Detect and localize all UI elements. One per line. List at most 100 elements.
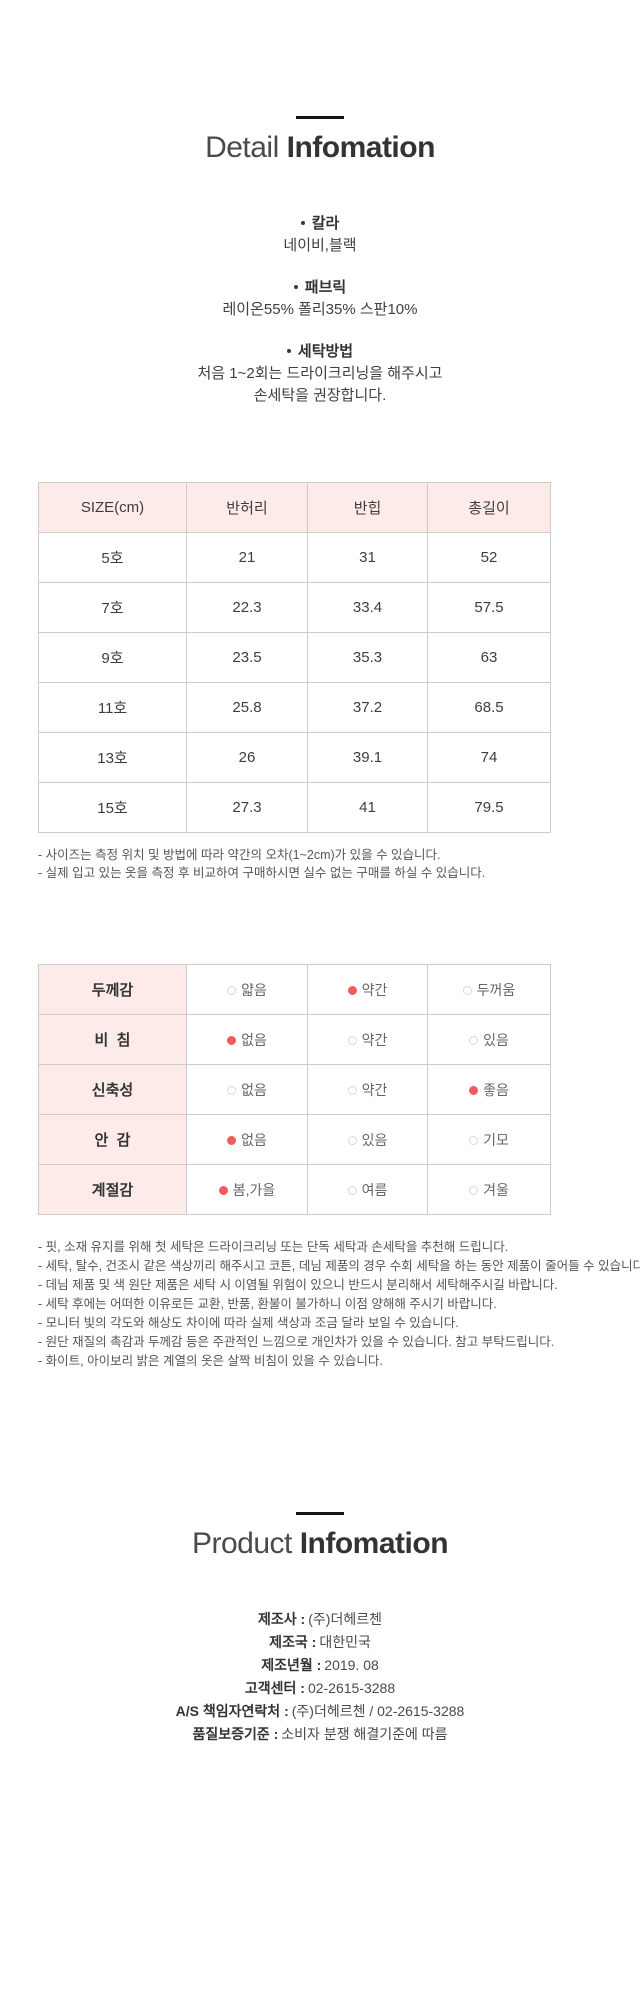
radio-dot-icon xyxy=(227,985,237,995)
size-table-row: 9호 23.5 35.3 63 xyxy=(38,632,551,683)
spec-list: 칼라 네이비,블랙 패브릭 레이온55% 폴리35% 스판10% 세탁방법 처음… xyxy=(0,213,640,407)
size-cell: 74 xyxy=(427,732,551,783)
size-header-cell: 총길이 xyxy=(427,482,551,533)
feature-option-label: 겨울 xyxy=(483,1181,509,1198)
feature-option: 기모 xyxy=(427,1114,551,1165)
detail-section-divider xyxy=(296,116,344,119)
feature-option: 좋음 xyxy=(427,1064,551,1115)
care-notes: - 핏, 소재 유지를 위해 첫 세탁은 드라이크리닝 또는 단독 세탁과 손세… xyxy=(38,1238,640,1371)
radio-dot-icon xyxy=(469,1185,479,1195)
feature-option: 두꺼움 xyxy=(427,964,551,1015)
feature-table: 두께감 얇음 약간 두꺼움 비 침 없음 약간 있음 신축성 없음 약간 좋음 … xyxy=(38,964,551,1215)
feature-option: 얇음 xyxy=(186,964,308,1015)
size-header-cell: SIZE(cm) xyxy=(38,482,187,533)
feature-option: 봄,가을 xyxy=(186,1164,308,1215)
feature-option: 없음 xyxy=(186,1114,308,1165)
field-label: 고객센터 : xyxy=(244,1680,305,1696)
size-cell: 57.5 xyxy=(427,582,551,633)
radio-dot-icon xyxy=(347,1085,357,1095)
feature-option-label: 약간 xyxy=(361,981,388,998)
size-cell: 15호 xyxy=(38,782,187,833)
spec-washing-value-line1: 처음 1~2회는 드라이크리닝을 해주시고 xyxy=(197,365,443,382)
field-customer-center: 고객센터 :02-2615-3288 xyxy=(0,1677,640,1700)
radio-dot-icon xyxy=(469,1135,479,1145)
spec-fabric-value: 레이온55% 폴리35% 스판10% xyxy=(222,301,418,318)
detail-title-bold: Infomation xyxy=(286,131,436,164)
size-cell: 7호 xyxy=(38,582,187,633)
size-cell: 25.8 xyxy=(186,682,308,733)
feature-option: 없음 xyxy=(186,1064,308,1115)
feature-option-label: 좋음 xyxy=(483,1081,509,1098)
size-cell: 11호 xyxy=(38,682,187,733)
feature-option-label: 봄,가을 xyxy=(232,1181,276,1198)
radio-dot-icon xyxy=(218,1185,228,1195)
field-value: 대한민국 xyxy=(319,1634,371,1650)
product-info-fields: 제조사 : (주)더헤르첸 제조국 : 대한민국 제조년월 :2019. 08 고객… xyxy=(0,1608,640,1746)
size-table-row: 5호 21 31 52 xyxy=(38,532,551,583)
size-cell: 23.5 xyxy=(186,632,308,683)
size-cell: 22.3 xyxy=(186,582,308,633)
care-note-line: - 데님 제품 및 색 원단 제품은 세탁 시 이염될 위험이 있으니 반드시 … xyxy=(38,1278,558,1292)
radio-dot-icon xyxy=(347,1035,357,1045)
field-label: A/S 책임자연락처 : xyxy=(175,1703,289,1719)
size-cell: 13호 xyxy=(38,732,187,783)
size-cell: 68.5 xyxy=(427,682,551,733)
spec-label-text: 칼라 xyxy=(311,215,340,232)
feature-option-label: 없음 xyxy=(241,1131,267,1148)
size-cell: 9호 xyxy=(38,632,187,683)
size-cell: 79.5 xyxy=(427,782,551,833)
feature-label: 비 침 xyxy=(38,1014,187,1065)
size-cell: 31 xyxy=(307,532,428,583)
product-section-divider xyxy=(296,1512,344,1515)
size-header-cell: 반허리 xyxy=(186,482,308,533)
feature-option-label: 있음 xyxy=(361,1131,388,1148)
radio-dot-icon xyxy=(469,1035,479,1045)
spec-washing-value-line2: 손세탁을 권장합니다. xyxy=(253,387,387,404)
size-cell: 37.2 xyxy=(307,682,428,733)
care-note-line: - 원단 재질의 촉감과 두께감 등은 주관적인 느낌으로 개인차가 있을 수 … xyxy=(38,1335,555,1349)
feature-option-label: 없음 xyxy=(241,1081,267,1098)
feature-option: 약간 xyxy=(307,964,428,1015)
feature-label: 신축성 xyxy=(38,1064,187,1115)
feature-row-lining: 안 감 없음 있음 기모 xyxy=(38,1114,551,1165)
size-table-row: 7호 22.3 33.4 57.5 xyxy=(38,582,551,633)
spec-fabric: 패브릭 레이온55% 폴리35% 스판10% xyxy=(0,277,640,321)
detail-section-title: Detail Infomation xyxy=(0,128,640,167)
size-note-line: - 사이즈는 측정 위치 및 방법에 따라 약간의 오차(1~2cm)가 있을 … xyxy=(38,848,441,862)
feature-option-label: 약간 xyxy=(361,1031,388,1048)
feature-option: 약간 xyxy=(307,1014,428,1065)
feature-option-label: 얇음 xyxy=(241,981,267,998)
field-label: 제조사 : xyxy=(258,1611,306,1627)
spec-color-value: 네이비,블랙 xyxy=(283,237,357,254)
feature-option-label: 여름 xyxy=(361,1181,388,1198)
radio-dot-icon xyxy=(347,1185,357,1195)
size-cell: 33.4 xyxy=(307,582,428,633)
radio-dot-icon xyxy=(347,1135,357,1145)
care-note-line: - 세탁, 탈수, 건조시 같은 색상끼리 해주시고 코튼, 데님 제품의 경우… xyxy=(38,1259,640,1273)
care-note-line: - 세탁 후에는 어떠한 이유로든 교환, 반품, 환불이 불가하니 이점 양해… xyxy=(38,1297,497,1311)
feature-option: 있음 xyxy=(427,1014,551,1065)
field-value: (주)더헤르첸 xyxy=(308,1611,382,1627)
feature-option-label: 두꺼움 xyxy=(476,981,516,998)
feature-row-elasticity: 신축성 없음 약간 좋음 xyxy=(38,1064,551,1115)
care-note-line: - 모니터 빛의 각도와 해상도 차이에 따라 실제 색상과 조금 달라 보일 … xyxy=(38,1316,459,1330)
feature-option: 여름 xyxy=(307,1164,428,1215)
bullet-icon xyxy=(286,349,291,353)
product-detail-page: { "colors": { "header_pink": "#fcebe8", … xyxy=(0,116,640,2016)
field-warranty: 품질보증기준 : 소비자 분쟁 해결기준에 따름 xyxy=(0,1723,640,1746)
size-note-line: - 실제 입고 있는 옷을 측정 후 비교하여 구매하시면 실수 없는 구매를 … xyxy=(38,866,486,880)
care-note-line: - 화이트, 아이보리 밝은 계열의 옷은 살짝 비침이 있을 수 있습니다. xyxy=(38,1354,383,1368)
feature-label: 두께감 xyxy=(38,964,187,1015)
detail-title-light: Detail xyxy=(205,131,279,164)
radio-dot-icon xyxy=(227,1085,237,1095)
size-table: SIZE(cm) 반허리 반힙 총길이 5호 21 31 52 7호 22.3 … xyxy=(38,482,551,833)
field-label: 제조년월 : xyxy=(261,1657,322,1673)
spec-fabric-label: 패브릭 xyxy=(0,277,640,299)
size-cell: 52 xyxy=(427,532,551,583)
field-label: 품질보증기준 : xyxy=(192,1726,279,1742)
feature-option-label: 기모 xyxy=(483,1131,509,1148)
radio-dot-icon xyxy=(227,1135,237,1145)
spec-color-label: 칼라 xyxy=(0,213,640,235)
bullet-icon xyxy=(293,285,298,289)
bullet-icon xyxy=(300,221,305,225)
